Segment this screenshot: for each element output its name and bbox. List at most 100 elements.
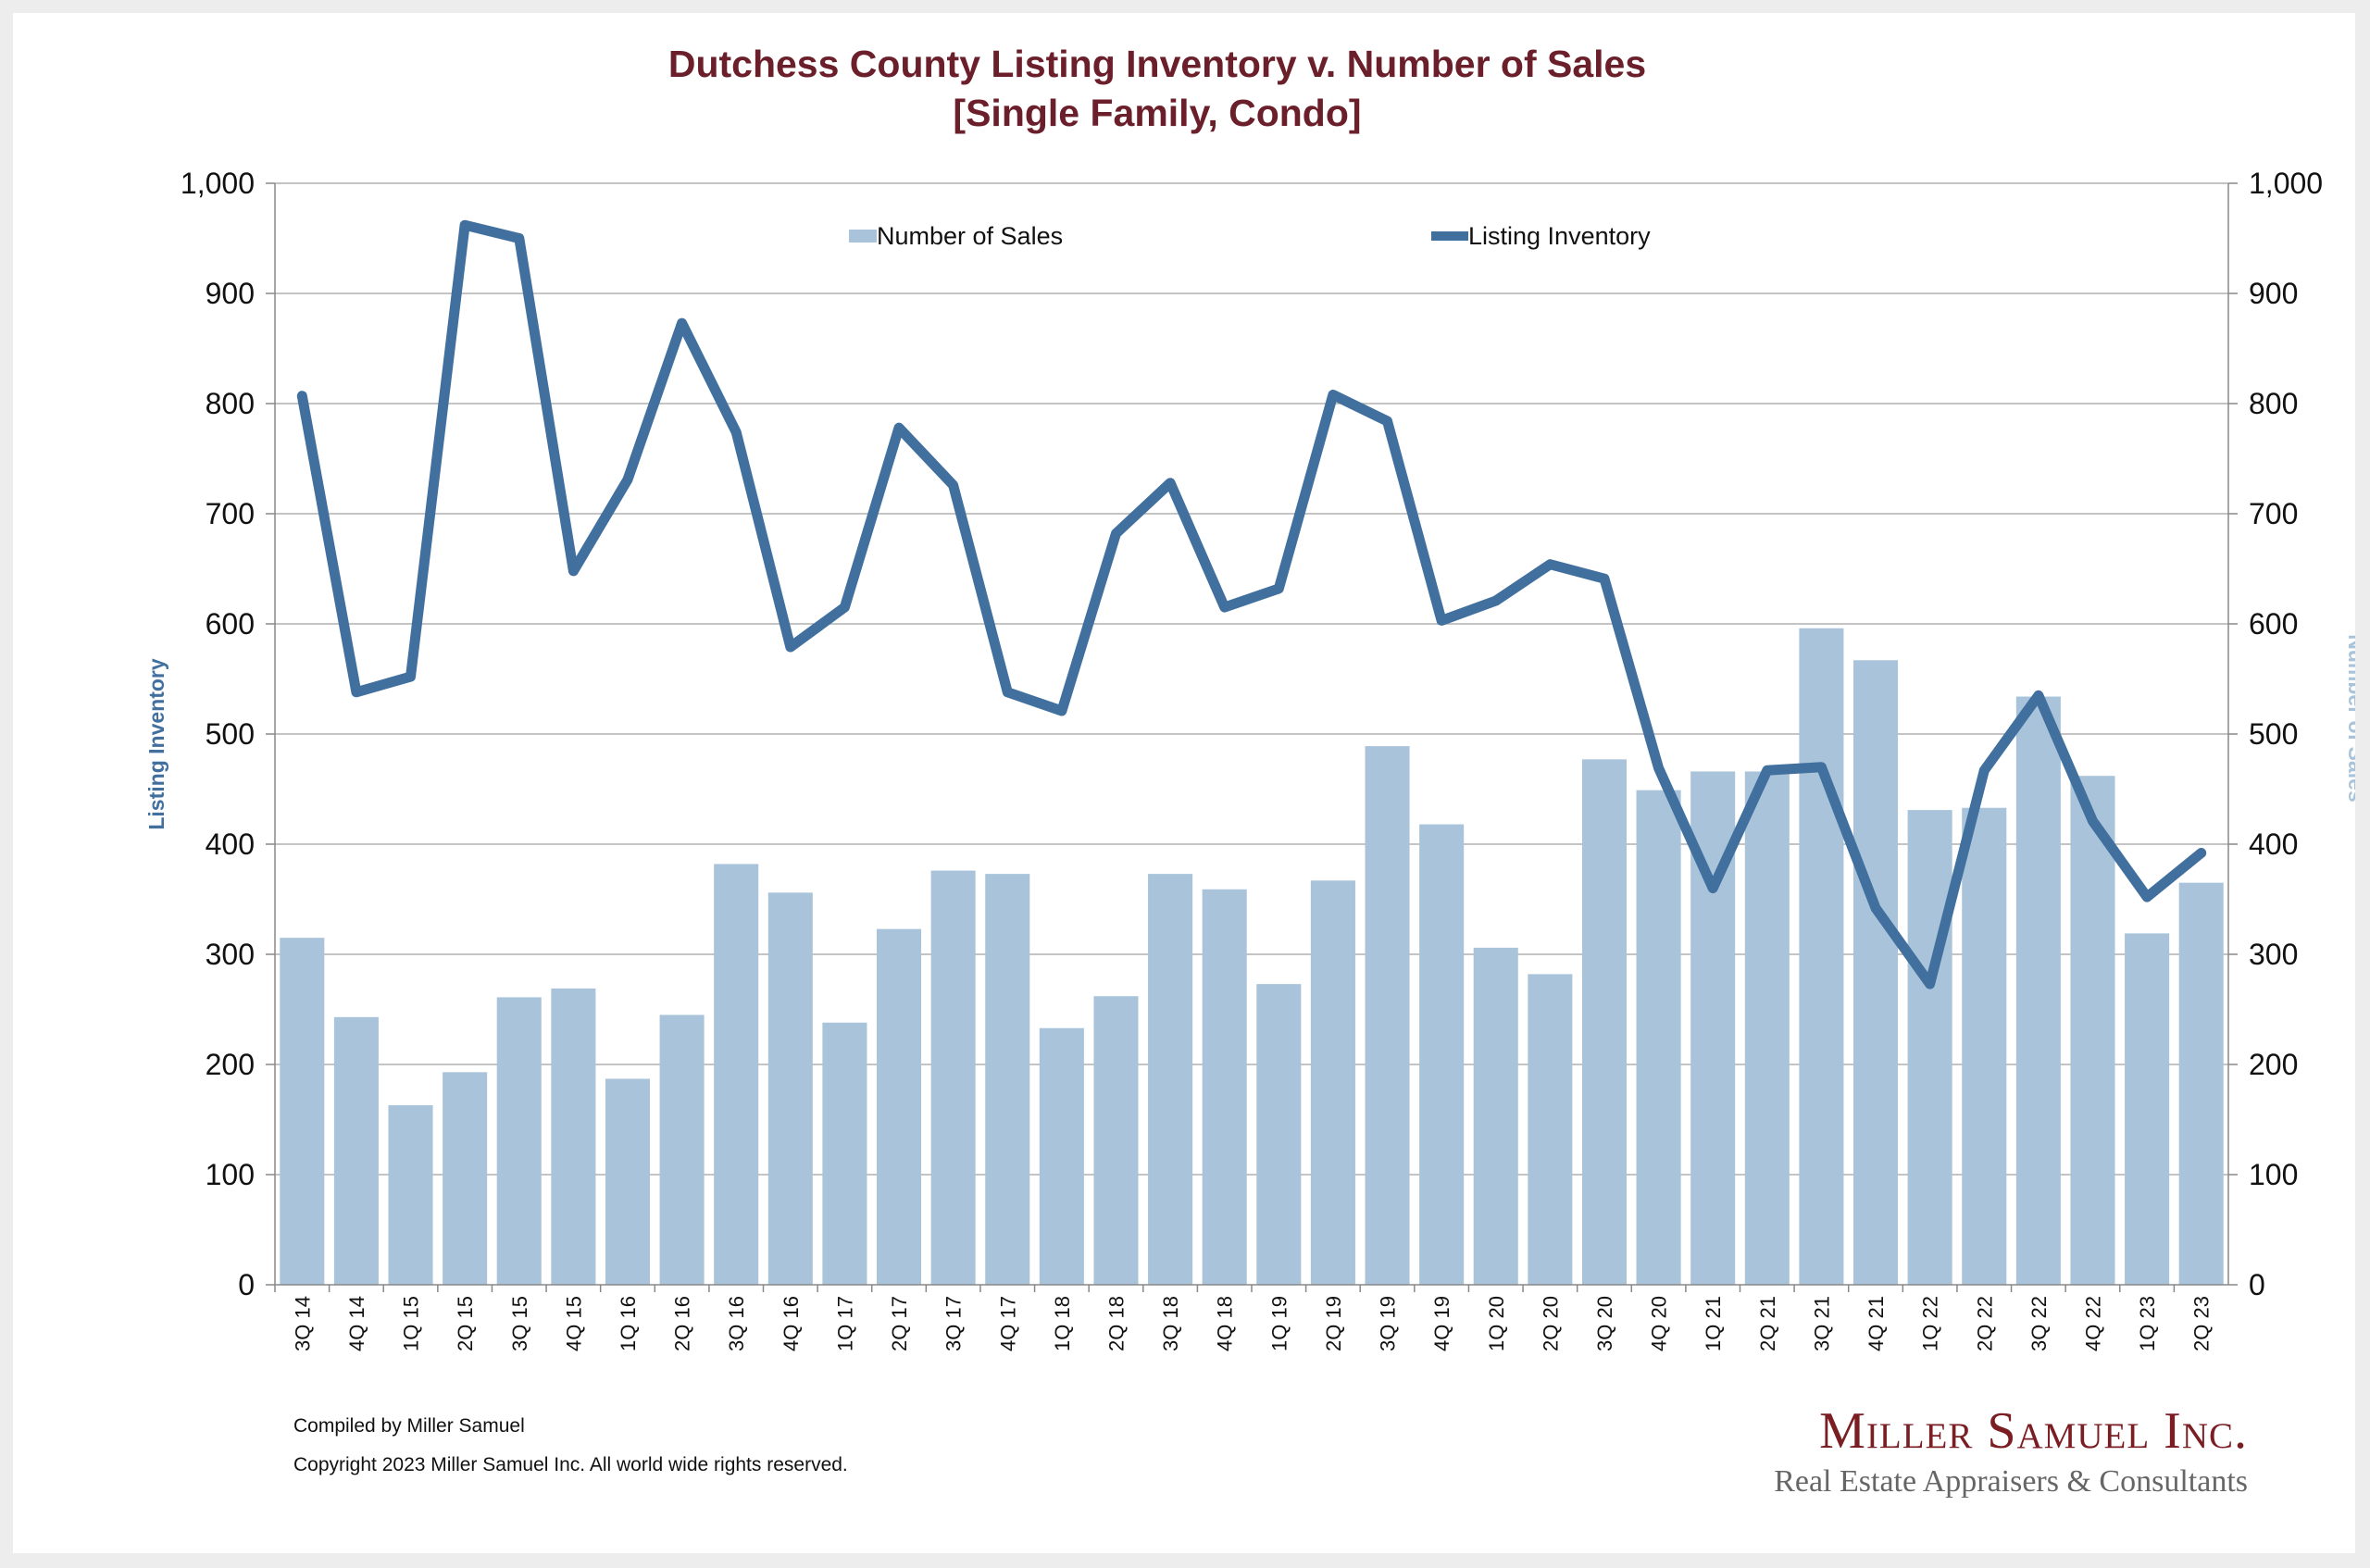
y-tick-label-right: 200 [2249, 1048, 2298, 1081]
axes [266, 182, 2238, 1292]
sales-bar [1365, 746, 1410, 1285]
legend-swatch-sales [849, 230, 877, 243]
sales-bar [1852, 660, 1899, 1285]
y-tick-label-right: 800 [2249, 387, 2298, 420]
sales-bar [2125, 933, 2170, 1285]
sales-bar [443, 1072, 488, 1285]
x-tick-label: 3Q 22 [2027, 1296, 2051, 1351]
x-tick-label: 1Q 21 [1702, 1296, 1725, 1351]
y-axis-label-right: Number of Sales [2344, 634, 2355, 803]
sales-bar [1202, 889, 1247, 1285]
sales-bar [767, 892, 813, 1285]
y-tick-label-left: 400 [206, 828, 255, 861]
sales-bar [930, 870, 976, 1285]
x-tick-label: 2Q 22 [1973, 1296, 1996, 1351]
logo-tagline: Real Estate Appraisers & Consultants [1774, 1464, 2248, 1499]
sales-bar [1310, 880, 1355, 1285]
y-tick-label-left: 200 [206, 1048, 255, 1081]
x-tick-label: 4Q 20 [1648, 1296, 1671, 1351]
sales-bar [659, 1014, 705, 1285]
x-tick-label: 1Q 18 [1051, 1296, 1074, 1351]
y-tick-label-left: 0 [238, 1268, 255, 1301]
sales-bar [2015, 696, 2061, 1285]
sales-bar [605, 1078, 651, 1285]
x-tick-label: 4Q 14 [345, 1296, 368, 1351]
compiled-by-note: Compiled by Miller Samuel [293, 1415, 525, 1437]
y-tick-label-left: 500 [206, 717, 255, 751]
y-tick-label-left: 100 [206, 1158, 255, 1191]
legend: Number of Sales Listing Inventory [849, 222, 1651, 250]
x-tick-label: 4Q 21 [1865, 1296, 1888, 1351]
inventory-line [296, 219, 2207, 989]
y-tick-label-left: 1,000 [181, 167, 255, 200]
tick-labels: 0 0 100 100 200 200 300 300 400 400 500 500 600 600 70… [181, 167, 2323, 1351]
x-tick-label: 2Q 23 [2190, 1296, 2214, 1351]
sales-bar [985, 874, 1030, 1285]
x-tick-label: 1Q 20 [1485, 1296, 1508, 1351]
x-tick-label: 1Q 15 [400, 1296, 423, 1351]
x-tick-label: 4Q 15 [562, 1296, 585, 1351]
y-tick-label-right: 700 [2249, 497, 2298, 530]
sales-bar [1148, 874, 1193, 1285]
legend-label-sales: Number of Sales [877, 222, 1063, 250]
sales-bar [496, 997, 542, 1285]
sales-bars [280, 628, 2224, 1285]
sales-bar [1581, 759, 1628, 1285]
x-tick-label: 3Q 17 [942, 1296, 966, 1351]
x-tick-label: 2Q 19 [1322, 1296, 1345, 1351]
sales-bar [388, 1105, 433, 1285]
legend-label-inventory: Listing Inventory [1468, 222, 1651, 250]
sales-bar [1962, 807, 2007, 1285]
y-tick-label-left: 800 [206, 387, 255, 420]
x-tick-label: 4Q 16 [780, 1296, 803, 1351]
copyright-note: Copyright 2023 Miller Samuel Inc. All wo… [293, 1454, 848, 1475]
sales-bar [1744, 771, 1790, 1285]
sales-bar [822, 1022, 867, 1285]
chart-card: Dutchess County Listing Inventory v. Num… [13, 13, 2355, 1553]
sales-bar [2070, 776, 2115, 1285]
x-tick-label: 2Q 21 [1756, 1296, 1779, 1351]
x-tick-label: 4Q 22 [2081, 1296, 2104, 1351]
y-tick-label-right: 100 [2249, 1158, 2298, 1191]
x-tick-label: 4Q 18 [1214, 1296, 1237, 1351]
inventory-series-line [296, 219, 2207, 989]
x-tick-label: 2Q 20 [1539, 1296, 1562, 1351]
chart-subtitle: [Single Family, Condo] [953, 92, 1361, 134]
x-tick-label: 1Q 19 [1267, 1296, 1291, 1351]
y-axis-label-left: Listing Inventory [144, 658, 168, 830]
x-tick-label: 3Q 15 [508, 1296, 531, 1351]
sales-bar [1093, 996, 1139, 1285]
x-tick-label: 3Q 16 [725, 1296, 748, 1351]
sales-bar [1473, 947, 1518, 1285]
x-tick-label: 3Q 19 [1377, 1296, 1400, 1351]
sales-bar [280, 938, 325, 1285]
sales-bar [1799, 628, 1844, 1285]
y-tick-label-left: 900 [206, 277, 255, 310]
y-tick-label-right: 300 [2249, 938, 2298, 971]
y-tick-label-right: 900 [2249, 277, 2298, 310]
sales-bar [551, 988, 596, 1285]
x-tick-label: 4Q 17 [996, 1296, 1019, 1351]
sales-bar [1528, 974, 1573, 1285]
x-tick-label: 3Q 20 [1593, 1296, 1616, 1351]
y-tick-label-right: 600 [2249, 607, 2298, 641]
x-tick-label: 1Q 17 [833, 1296, 856, 1351]
y-tick-label-left: 600 [206, 607, 255, 641]
logo-name: Miller Samuel Inc. [1819, 1402, 2248, 1460]
sales-bar [2178, 882, 2224, 1285]
company-logo: Miller Samuel Inc. Real Estate Appraiser… [1774, 1401, 2248, 1500]
x-tick-label: 2Q 16 [671, 1296, 694, 1351]
x-tick-label: 3Q 18 [1159, 1296, 1182, 1351]
x-tick-label: 1Q 22 [1919, 1296, 1942, 1351]
sales-bar [1256, 984, 1302, 1285]
sales-bar [333, 1016, 379, 1285]
x-tick-label: 3Q 21 [1810, 1296, 1833, 1351]
y-tick-label-right: 0 [2249, 1268, 2265, 1301]
gridlines [275, 182, 2228, 1176]
chart: Dutchess County Listing Inventory v. Num… [144, 43, 2355, 1351]
x-tick-label: 3Q 14 [291, 1296, 314, 1351]
chart-title: Dutchess County Listing Inventory v. Num… [668, 43, 1646, 85]
x-tick-label: 2Q 17 [888, 1296, 911, 1351]
sales-bar [1039, 1027, 1084, 1285]
y-tick-label-right: 400 [2249, 828, 2298, 861]
